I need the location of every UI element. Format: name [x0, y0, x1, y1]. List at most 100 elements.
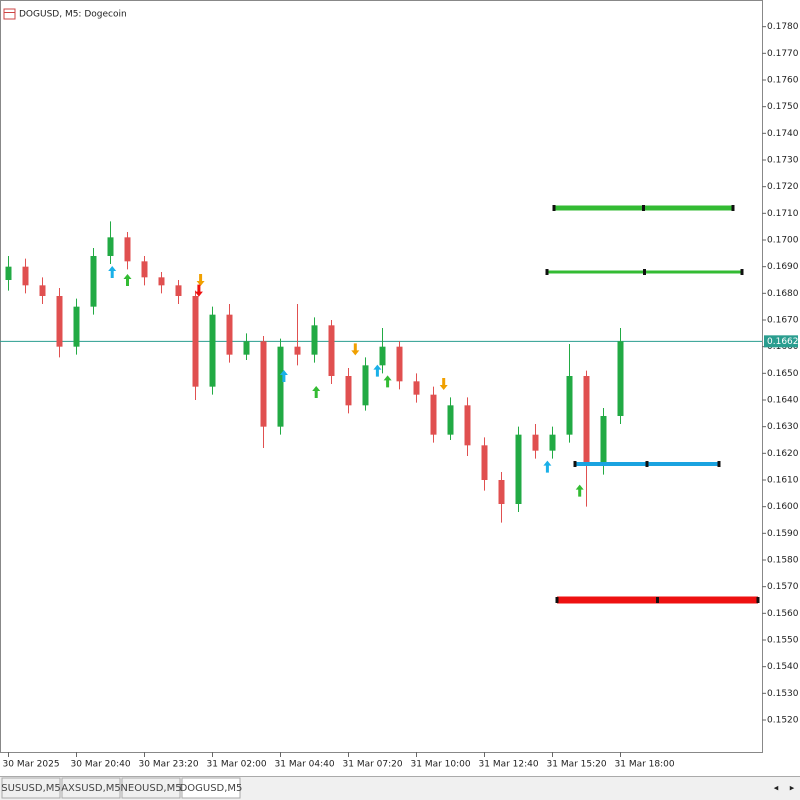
level-handle — [555, 597, 559, 603]
y-tick-label: 0.1740 — [767, 129, 799, 139]
candle-body — [464, 405, 471, 446]
y-tick-label: 0.1720 — [767, 182, 799, 192]
x-tick-label: 31 Mar 12:40 — [479, 760, 539, 770]
signal-arrow — [279, 370, 288, 382]
y-tick-label: 0.1550 — [767, 636, 799, 646]
x-tick-label: 30 Mar 20:40 — [71, 760, 131, 770]
level-handle — [545, 269, 549, 275]
candle-body — [498, 480, 505, 504]
candle-body — [294, 346, 301, 355]
y-tick-label: 0.1760 — [767, 76, 799, 86]
y-tick-label: 0.1540 — [767, 662, 799, 672]
signal-arrow — [351, 343, 360, 356]
y-tick-label: 0.1620 — [767, 449, 799, 459]
candle-body — [566, 376, 573, 435]
x-tick-label: 30 Mar 2025 — [3, 760, 60, 770]
candle-body — [328, 325, 335, 376]
candle-body — [430, 394, 437, 435]
candle-body — [311, 325, 318, 355]
y-tick-label: 0.1610 — [767, 476, 799, 486]
x-tick-label: 31 Mar 07:20 — [343, 760, 403, 770]
tab[interactable] — [1, 777, 61, 799]
tab-label[interactable]: AXSUSD,M5 — [61, 783, 121, 794]
level-handle — [717, 461, 721, 467]
candle-body — [549, 434, 556, 451]
candle-body — [277, 346, 284, 427]
y-tick-label: 0.1780 — [767, 22, 799, 32]
candle-body — [5, 266, 12, 280]
candle-body — [141, 261, 148, 278]
candle-body — [124, 237, 131, 262]
x-tick-label: 31 Mar 02:00 — [207, 760, 267, 770]
candle-body — [56, 296, 63, 347]
candle-body — [22, 266, 29, 286]
scroll-right[interactable]: ▸ — [790, 784, 795, 794]
candle-body — [396, 346, 403, 382]
candle-body — [600, 416, 607, 464]
level-handle — [573, 461, 577, 467]
candle-body — [362, 365, 369, 406]
candle-body — [226, 314, 233, 355]
signal-arrow — [123, 274, 132, 286]
level-handle — [731, 205, 735, 211]
y-tick-label: 0.1700 — [767, 236, 799, 246]
signal-arrow — [439, 378, 448, 390]
y-tick-label: 0.1730 — [767, 156, 799, 166]
candle-body — [39, 285, 46, 296]
current-price-label: 0.1662 — [767, 337, 799, 347]
candle-body — [583, 376, 590, 464]
tab-label[interactable]: DOGUSD,M5 — [180, 783, 243, 794]
candle-body — [158, 277, 165, 286]
x-tick-label: 31 Mar 18:00 — [615, 760, 675, 770]
y-tick-label: 0.1680 — [767, 289, 799, 299]
x-tick-label: 31 Mar 15:20 — [547, 760, 607, 770]
y-tick-label: 0.1570 — [767, 582, 799, 592]
level-handle — [645, 461, 649, 467]
y-tick-label: 0.1590 — [767, 529, 799, 539]
level-handle — [642, 205, 645, 211]
candle-body — [413, 381, 420, 395]
signal-arrow — [575, 484, 584, 497]
chart-frame — [0, 0, 763, 753]
candle-body — [107, 237, 114, 256]
y-tick-label: 0.1560 — [767, 609, 799, 619]
candle-body — [515, 434, 522, 504]
x-tick-label: 31 Mar 04:40 — [275, 760, 335, 770]
y-tick-label: 0.1520 — [767, 716, 799, 726]
x-tick-label: 30 Mar 23:20 — [139, 760, 199, 770]
candle-body — [481, 445, 488, 480]
candle-body — [192, 296, 199, 387]
tab[interactable] — [61, 777, 121, 799]
candle-body — [532, 434, 539, 451]
signal-arrow — [194, 284, 203, 297]
signal-arrow — [196, 274, 205, 286]
y-tick-label: 0.1580 — [767, 556, 799, 566]
signal-arrow — [312, 386, 321, 398]
y-tick-label: 0.1600 — [767, 502, 799, 512]
candle-body — [209, 314, 216, 387]
y-tick-label: 0.1650 — [767, 369, 799, 379]
candle-body — [617, 341, 624, 416]
signal-arrow — [543, 460, 552, 473]
y-tick-label: 0.1750 — [767, 102, 799, 112]
y-tick-label: 0.1770 — [767, 49, 799, 59]
tab-label[interactable]: NEOUSD,M5 — [120, 783, 181, 794]
level-handle — [740, 269, 744, 275]
tab[interactable] — [181, 777, 241, 799]
candle-body — [447, 405, 454, 435]
tab-label[interactable]: SUSUSD,M5 — [1, 783, 61, 794]
signal-arrow — [383, 375, 392, 388]
y-tick-label: 0.1710 — [767, 209, 799, 219]
symbol-icon — [3, 8, 16, 20]
y-tick-label: 0.1690 — [767, 262, 799, 272]
candle-body — [73, 306, 80, 347]
candle-body — [379, 346, 386, 366]
candle-body — [175, 285, 182, 296]
candle-body — [243, 341, 250, 355]
scroll-left[interactable]: ◂ — [774, 784, 779, 794]
candle-body — [345, 376, 352, 406]
tab[interactable] — [121, 777, 181, 799]
